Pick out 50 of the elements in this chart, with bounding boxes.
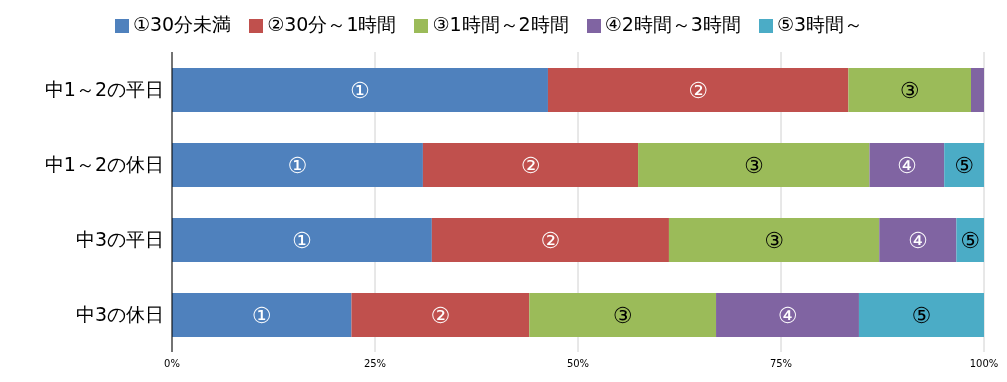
data-label: ④ <box>777 302 798 328</box>
data-label: ③ <box>743 152 764 178</box>
data-label: ③ <box>612 302 633 328</box>
bar <box>351 293 530 337</box>
data-label: ④ <box>896 152 917 178</box>
bar <box>879 218 957 262</box>
bar <box>422 143 639 187</box>
x-tick-label: 75% <box>769 358 793 370</box>
data-label: ⑤ <box>911 302 932 328</box>
data-label: ⑤ <box>960 227 981 253</box>
x-tick-label: 100% <box>969 358 999 370</box>
bar <box>172 293 352 337</box>
data-label: ① <box>251 302 272 328</box>
x-tick-label: 25% <box>363 358 387 370</box>
bar <box>529 293 717 337</box>
bar <box>172 218 432 262</box>
bar <box>716 293 859 337</box>
bar <box>869 143 945 187</box>
data-label: ② <box>540 227 561 253</box>
bar <box>668 218 880 262</box>
data-label: ② <box>520 152 541 178</box>
legend-label: ③1時間～2時間 <box>432 13 569 35</box>
data-label: ② <box>430 302 451 328</box>
data-label: ⑤ <box>954 152 974 178</box>
bar <box>638 143 870 187</box>
data-label: ② <box>688 77 709 103</box>
y-tick-label: 中1～2の休日 <box>44 153 164 176</box>
data-label: ① <box>350 77 370 103</box>
legend-label: ①30分未満 <box>132 13 232 35</box>
legend-label: ②30分～1時間 <box>267 13 397 35</box>
bar <box>944 143 984 187</box>
x-tick-label: 0% <box>164 358 180 370</box>
y-tick-label: 中3の休日 <box>75 303 164 326</box>
bar <box>547 68 849 112</box>
data-label: ④ <box>907 227 928 253</box>
x-tick-label: 50% <box>566 358 590 370</box>
bar <box>431 218 669 262</box>
legend-label: ⑤3時間～ <box>776 13 864 35</box>
data-label: ③ <box>899 77 920 103</box>
data-label: ① <box>287 152 308 178</box>
y-tick-label: 中1～2の平日 <box>44 78 164 101</box>
bar <box>848 68 972 112</box>
bar <box>971 68 984 112</box>
bar <box>172 68 548 112</box>
legend-label: ④2時間～3時間 <box>604 13 741 35</box>
bar <box>858 293 984 337</box>
bar <box>172 143 423 187</box>
data-label: ① <box>292 227 312 253</box>
y-tick-label: 中3の平日 <box>75 228 164 251</box>
data-label: ③ <box>764 227 784 253</box>
